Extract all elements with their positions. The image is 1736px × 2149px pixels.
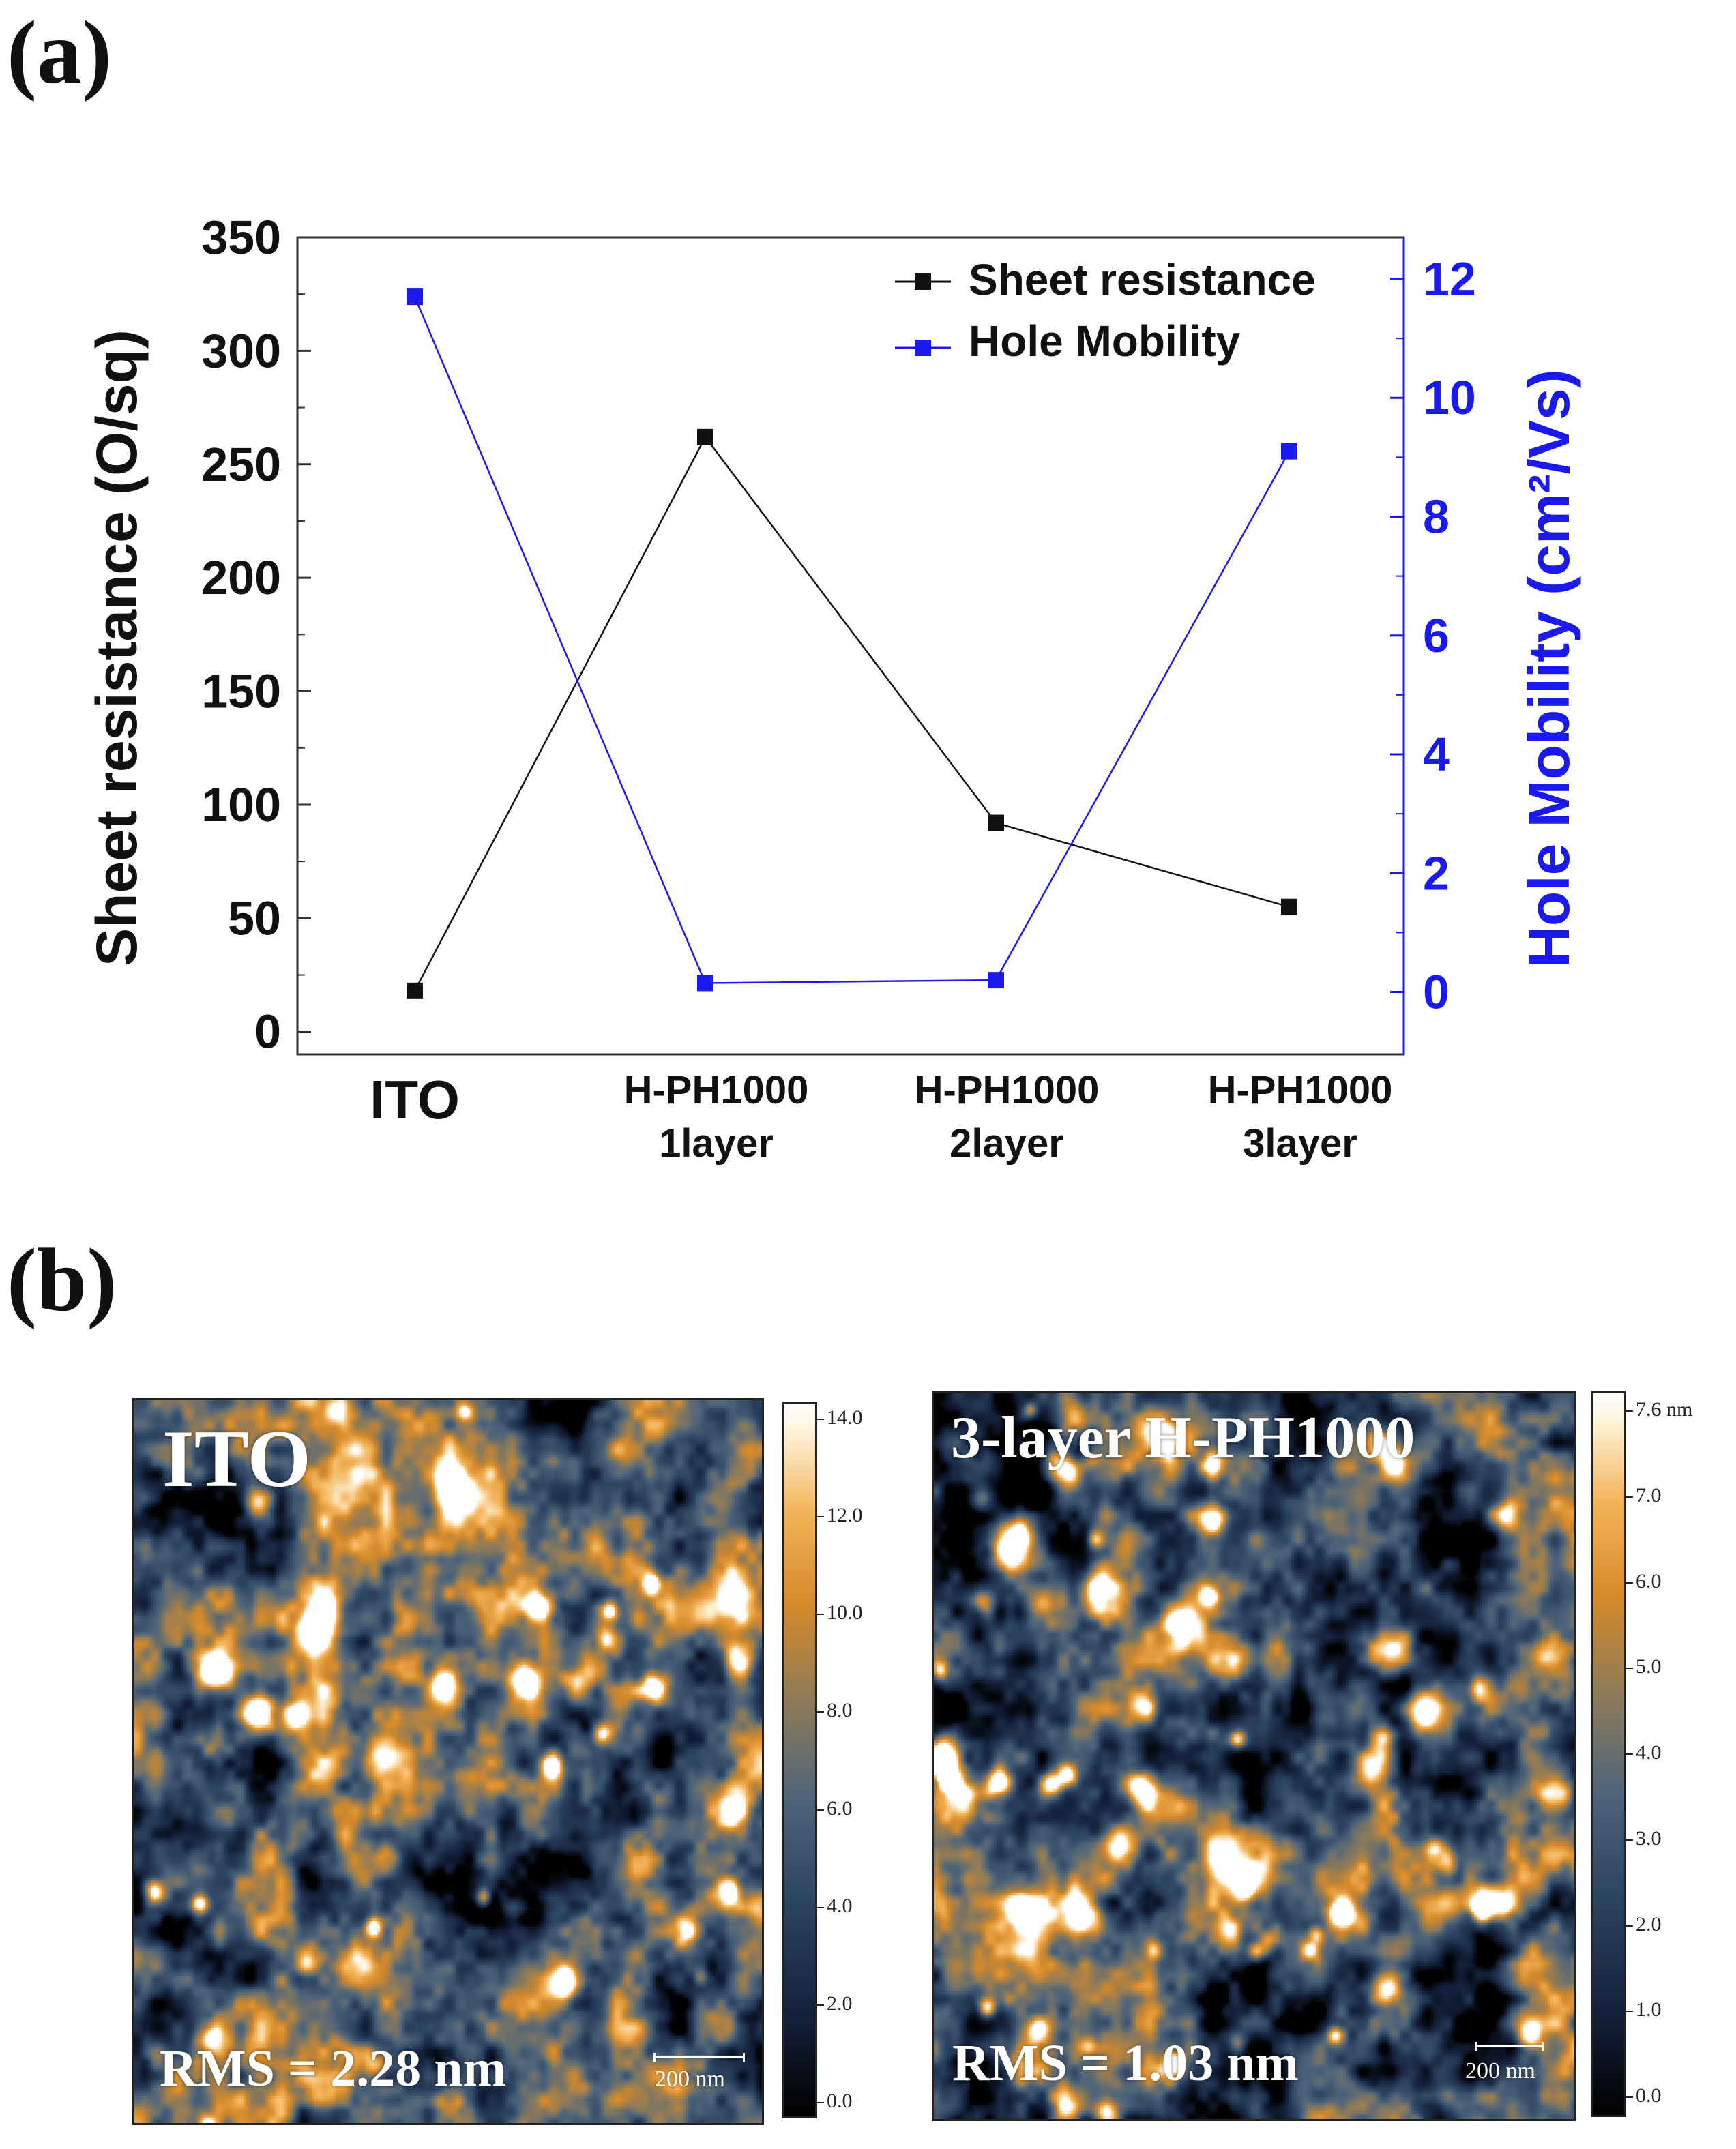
left-tick-label: 350 [201, 211, 281, 264]
x-tick-label-line: 2layer [950, 1121, 1064, 1166]
colorbar-tick-label: 7.6 nm [1636, 1398, 1693, 1421]
afm-left-scalebar-label: 200 nm [655, 2066, 725, 2092]
colorbar-tick-mark [816, 1711, 824, 1713]
data-point [407, 982, 423, 999]
afm-right-title: 3-layer H-PH1000 [951, 1405, 1415, 1471]
colorbar-tick-mark [1625, 1925, 1633, 1927]
colorbar-tick-label: 8.0 [827, 1699, 853, 1722]
colorbar-tick-label: 4.0 [827, 1894, 853, 1917]
data-point [1281, 898, 1297, 915]
right-tick-label: 4 [1423, 728, 1450, 781]
right-tick-label: 6 [1423, 609, 1450, 662]
colorbar-tick-mark [816, 1516, 824, 1518]
data-point [988, 972, 1004, 989]
series-line-sheet-resistance [413, 435, 1290, 992]
colorbar-tick-label: 14.0 [827, 1406, 863, 1429]
colorbar-tick-label: 2.0 [1636, 1912, 1662, 1936]
colorbar-tick-label: 2.0 [827, 1991, 853, 2015]
x-axis: ITO H-PH1000 1layer H-PH1000 2layer H-PH1000 3… [370, 1068, 1392, 1166]
colorbar-tick-mark [1625, 2096, 1633, 2098]
right-tick-label: 2 [1423, 846, 1450, 900]
afm-left-rms: RMS = 2.28 nm [160, 2040, 506, 2097]
colorbar-tick-mark [1625, 1839, 1633, 1841]
afm-right-scalebar [1475, 2042, 1544, 2051]
colorbar-tick-label: 12.0 [827, 1504, 863, 1527]
colorbar-tick-mark [1625, 1410, 1633, 1412]
colorbar-tick-mark [1625, 1582, 1633, 1584]
legend: Sheet resistance Hole Mobility [895, 255, 1316, 366]
colorbar-tick-mark [816, 2102, 824, 2103]
colorbar-tick-mark [1625, 1668, 1633, 1670]
colorbar-tick-label: 0.0 [827, 2090, 853, 2112]
colorbar-tick-mark [1625, 1753, 1633, 1755]
right-tick-label: 12 [1423, 252, 1476, 306]
right-y-axis: 0 2 4 6 8 10 12 [1390, 237, 1476, 1054]
right-tick-label: 8 [1423, 490, 1450, 543]
colorbar-tick-mark [816, 1809, 824, 1811]
colorbar-tick-label: 4.0 [1636, 1741, 1662, 1764]
left-tick-label: 100 [201, 778, 281, 831]
x-tick-label: H-PH1000 3layer [1208, 1068, 1393, 1166]
colorbar-tick-label: 1.0 [1636, 1998, 1662, 2021]
left-tick-label: 50 [228, 891, 281, 945]
x-tick-label-line: H-PH1000 [915, 1068, 1100, 1112]
right-tick-label: 10 [1423, 371, 1476, 424]
data-point [697, 975, 713, 992]
colorbar-tick-mark [816, 1906, 824, 1908]
colorbar-tick-mark [1625, 2011, 1633, 2013]
x-tick-label-line: ITO [370, 1069, 460, 1130]
left-tick-label: 200 [201, 551, 281, 604]
legend-sheet-marker [915, 273, 931, 290]
right-tick-label: 0 [1423, 966, 1450, 1019]
left-tick-label: 0 [254, 1005, 281, 1058]
afm-image-h-ph1000: 3-layer H-PH1000 RMS = 1.03 nm 200 nm [932, 1391, 1576, 2121]
colorbar-tick-label: 6.0 [1636, 1569, 1662, 1592]
x-tick-label: ITO [370, 1069, 460, 1130]
colorbar-tick-label: 0.0 [1636, 2084, 1662, 2107]
x-tick-label: H-PH1000 1layer [624, 1068, 809, 1166]
series-line-hole-mobility [413, 296, 1291, 984]
afm-right-scalebar-label: 200 nm [1465, 2058, 1535, 2084]
afm-left-scalebar [653, 2053, 745, 2062]
colorbar-tick-mark [1625, 1496, 1633, 1498]
afm-left-title: ITO [162, 1413, 311, 1504]
series-layer [407, 288, 1297, 999]
x-tick-label-line: H-PH1000 [1208, 1068, 1393, 1112]
right-y-axis-label-text: Hole Mobility (cm²/Vs) [1517, 369, 1581, 967]
x-tick-label-line: 1layer [659, 1121, 774, 1166]
colorbar-tick-label: 3.0 [1636, 1826, 1662, 1850]
colorbar-tick-label: 5.0 [1636, 1655, 1662, 1678]
legend-mobility-label: Hole Mobility [969, 316, 1241, 366]
afm-right-colorbar [1591, 1391, 1626, 2117]
colorbar-tick-mark [816, 2004, 824, 2006]
colorbar-tick-mark [816, 1419, 824, 1420]
colorbar-tick-label: 6.0 [827, 1796, 853, 1820]
afm-image-ito: ITO RMS = 2.28 nm 200 nm [132, 1398, 764, 2125]
panel-label-b: (b) [7, 1230, 117, 1330]
panel-label-a: (a) [7, 2, 112, 102]
data-point [407, 288, 423, 306]
data-point [988, 814, 1004, 831]
legend-sheet-label: Sheet resistance [969, 255, 1316, 304]
x-tick-label: H-PH1000 2layer [915, 1068, 1100, 1166]
afm-left-colorbar [782, 1402, 817, 2118]
left-y-axis-label: Sheet resistance (O/sq) [85, 329, 149, 966]
line-chart: 0 50 100 150 200 250 300 350 0 2 4 6 8 10 12 ITO H-PH1… [85, 211, 1581, 1166]
afm-right-rms: RMS = 1.03 nm [952, 2034, 1299, 2092]
left-tick-label: 150 [201, 665, 281, 718]
x-tick-label-line: H-PH1000 [624, 1068, 809, 1112]
afm-right-canvas [932, 1391, 1576, 2121]
right-y-axis-label: Hole Mobility (cm²/Vs) [1517, 369, 1581, 967]
legend-mobility-marker [915, 340, 931, 356]
afm-left-canvas [132, 1398, 764, 2125]
left-tick-label: 300 [201, 324, 281, 377]
colorbar-tick-label: 10.0 [827, 1601, 863, 1625]
colorbar-tick-mark [816, 1614, 824, 1616]
left-tick-label: 250 [201, 438, 281, 491]
data-point [697, 428, 713, 445]
data-point [1281, 443, 1297, 460]
left-y-axis: 0 50 100 150 200 250 300 350 [201, 211, 311, 1058]
colorbar-tick-label: 7.0 [1636, 1483, 1662, 1507]
x-tick-label-line: 3layer [1243, 1121, 1357, 1166]
